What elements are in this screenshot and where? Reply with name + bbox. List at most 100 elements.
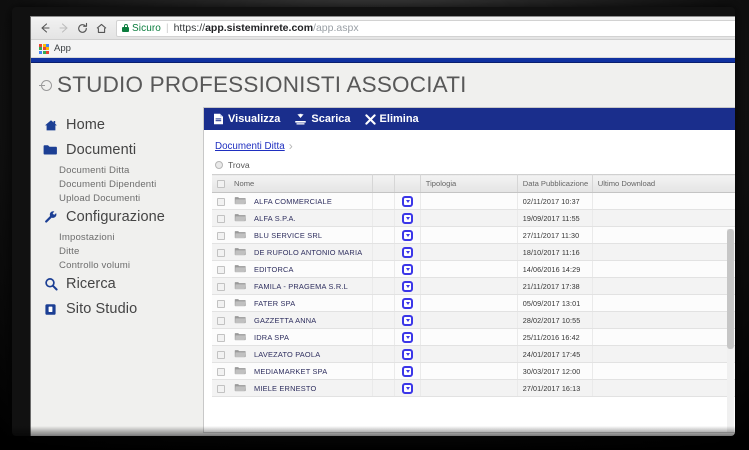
sidebar-subitem-controllo-volumi[interactable]: Controllo volumi bbox=[59, 259, 131, 271]
dropdown-icon[interactable] bbox=[402, 246, 414, 258]
sidebar-item-sito-studio[interactable]: Sito Studio bbox=[43, 297, 203, 322]
row-checkbox-cell[interactable] bbox=[212, 192, 229, 210]
cell-tipologia-action[interactable] bbox=[394, 311, 421, 329]
cell-nome[interactable]: EDITORCA bbox=[229, 260, 373, 278]
cell-nome[interactable]: FATER SPA bbox=[229, 294, 373, 312]
cell-nome[interactable]: ALFA S.P.A. bbox=[229, 209, 373, 227]
home-icon[interactable] bbox=[92, 19, 111, 38]
row-checkbox[interactable] bbox=[217, 231, 225, 240]
find-row[interactable]: Trova bbox=[204, 160, 735, 174]
table-row[interactable]: FAMILA - PRAGEMA S.R.L 21/11/2017 17:38 bbox=[212, 277, 735, 295]
table-row[interactable]: DE RUFOLO ANTONIO MARIA 18/10/2017 11:16 bbox=[212, 243, 735, 261]
sidebar-item-home[interactable]: Home bbox=[43, 113, 203, 138]
cell-tipologia-action[interactable] bbox=[394, 277, 421, 295]
row-checkbox[interactable] bbox=[217, 214, 225, 223]
table-row[interactable]: GAZZETTA ANNA 28/02/2017 10:55 bbox=[212, 311, 735, 329]
cell-nome[interactable]: FAMILA - PRAGEMA S.R.L bbox=[229, 277, 373, 295]
back-arrow-icon[interactable] bbox=[35, 19, 54, 38]
dropdown-icon[interactable] bbox=[402, 280, 414, 292]
cell-nome[interactable]: MEDIAMARKET SPA bbox=[229, 362, 373, 380]
cell-nome[interactable]: LAVEZATO PAOLA bbox=[229, 345, 373, 363]
table-row[interactable]: FATER SPA 05/09/2017 13:01 bbox=[212, 294, 735, 312]
table-row[interactable]: ALFA S.P.A. 19/09/2017 11:55 bbox=[212, 209, 735, 227]
column-header-tipologia[interactable]: Tipologia bbox=[420, 174, 518, 193]
row-checkbox-cell[interactable] bbox=[212, 209, 229, 227]
cell-tipologia-action[interactable] bbox=[394, 379, 421, 397]
elimina-button[interactable]: Elimina bbox=[364, 113, 419, 125]
row-checkbox[interactable] bbox=[217, 265, 225, 274]
row-checkbox[interactable] bbox=[217, 384, 225, 393]
column-header-data-pubblicazione[interactable]: Data Pubblicazione bbox=[517, 174, 593, 193]
bookmark-app[interactable]: App bbox=[39, 43, 71, 54]
dropdown-icon[interactable] bbox=[402, 314, 414, 326]
dropdown-icon[interactable] bbox=[402, 297, 414, 309]
cell-nome[interactable]: IDRA SPA bbox=[229, 328, 373, 346]
scarica-button[interactable]: Scarica bbox=[294, 113, 351, 125]
row-checkbox[interactable] bbox=[217, 350, 225, 359]
row-checkbox-cell[interactable] bbox=[212, 362, 229, 380]
dropdown-icon[interactable] bbox=[402, 382, 414, 394]
dropdown-icon[interactable] bbox=[402, 348, 414, 360]
sidebar-item-configurazione[interactable]: Configurazione bbox=[43, 205, 203, 230]
table-row[interactable]: MEDIAMARKET SPA 30/03/2017 12:00 bbox=[212, 362, 735, 380]
row-checkbox-cell[interactable] bbox=[212, 260, 229, 278]
table-row[interactable]: BLU SERVICE SRL 27/11/2017 11:30 bbox=[212, 226, 735, 244]
scrollbar-thumb[interactable] bbox=[727, 229, 734, 349]
sidebar-subitem-ditte[interactable]: Ditte bbox=[59, 245, 80, 257]
sidebar-subitem-documenti-dipendenti[interactable]: Documenti Dipendenti bbox=[59, 178, 157, 190]
dropdown-icon[interactable] bbox=[402, 263, 414, 275]
sidebar-subitem-upload-documenti[interactable]: Upload Documenti bbox=[59, 192, 141, 204]
column-header-ultimo-download[interactable]: Ultimo Download bbox=[592, 174, 735, 193]
dropdown-icon[interactable] bbox=[402, 331, 414, 343]
cell-tipologia-action[interactable] bbox=[394, 294, 421, 312]
sidebar-subitem-impostazioni[interactable]: Impostazioni bbox=[59, 231, 115, 243]
select-all-checkbox[interactable] bbox=[217, 180, 225, 188]
dropdown-icon[interactable] bbox=[402, 229, 414, 241]
row-checkbox[interactable] bbox=[217, 248, 225, 257]
cell-tipologia-action[interactable] bbox=[394, 192, 421, 210]
table-row[interactable]: MIELE ERNESTO 27/01/2017 16:13 bbox=[212, 379, 735, 397]
cell-tipologia-action[interactable] bbox=[394, 362, 421, 380]
cell-tipologia-action[interactable] bbox=[394, 260, 421, 278]
row-checkbox-cell[interactable] bbox=[212, 243, 229, 261]
cell-tipologia-action[interactable] bbox=[394, 226, 421, 244]
table-row[interactable]: LAVEZATO PAOLA 24/01/2017 17:45 bbox=[212, 345, 735, 363]
address-bar[interactable]: Sicuro | https:// app.sisteminrete.com /… bbox=[116, 19, 735, 37]
row-checkbox-cell[interactable] bbox=[212, 277, 229, 295]
dropdown-icon[interactable] bbox=[402, 195, 414, 207]
visualizza-button[interactable]: Visualizza bbox=[213, 113, 280, 125]
row-checkbox[interactable] bbox=[217, 367, 225, 376]
row-checkbox-cell[interactable] bbox=[212, 328, 229, 346]
row-checkbox-cell[interactable] bbox=[212, 226, 229, 244]
table-row[interactable]: EDITORCA 14/06/2016 14:29 bbox=[212, 260, 735, 278]
dropdown-icon[interactable] bbox=[402, 365, 414, 377]
cell-tipologia-action[interactable] bbox=[394, 243, 421, 261]
cell-tipologia-action[interactable] bbox=[394, 209, 421, 227]
cell-nome[interactable]: DE RUFOLO ANTONIO MARIA bbox=[229, 243, 373, 261]
dropdown-icon[interactable] bbox=[402, 212, 414, 224]
cell-nome[interactable]: BLU SERVICE SRL bbox=[229, 226, 373, 244]
row-checkbox-cell[interactable] bbox=[212, 379, 229, 397]
cell-nome[interactable]: ALFA COMMERCIALE bbox=[229, 192, 373, 210]
sidebar-item-ricerca[interactable]: Ricerca bbox=[43, 272, 203, 297]
sidebar-item-documenti[interactable]: Documenti bbox=[43, 138, 203, 163]
row-checkbox[interactable] bbox=[217, 282, 225, 291]
cell-nome[interactable]: GAZZETTA ANNA bbox=[229, 311, 373, 329]
row-checkbox-cell[interactable] bbox=[212, 345, 229, 363]
reload-icon[interactable] bbox=[73, 19, 92, 38]
row-checkbox-cell[interactable] bbox=[212, 294, 229, 312]
sidebar-subitem-documenti-ditta[interactable]: Documenti Ditta bbox=[59, 164, 130, 176]
cell-tipologia-action[interactable] bbox=[394, 345, 421, 363]
row-checkbox[interactable] bbox=[217, 316, 225, 325]
table-row[interactable]: ALFA COMMERCIALE 02/11/2017 10:37 bbox=[212, 192, 735, 210]
cell-nome[interactable]: MIELE ERNESTO bbox=[229, 379, 373, 397]
find-toggle-icon[interactable] bbox=[215, 161, 223, 169]
breadcrumb-item-documenti-ditta[interactable]: Documenti Ditta bbox=[215, 140, 285, 152]
row-checkbox-cell[interactable] bbox=[212, 311, 229, 329]
select-all-header[interactable] bbox=[212, 174, 229, 193]
vertical-scrollbar[interactable] bbox=[727, 229, 734, 432]
table-row[interactable]: IDRA SPA 25/11/2016 16:42 bbox=[212, 328, 735, 346]
row-checkbox[interactable] bbox=[217, 299, 225, 308]
row-checkbox[interactable] bbox=[217, 333, 225, 342]
row-checkbox[interactable] bbox=[217, 197, 225, 206]
